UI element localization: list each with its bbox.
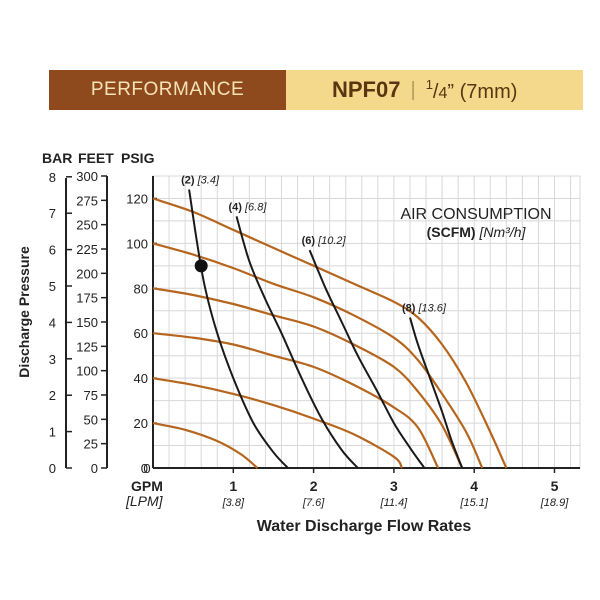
gpm-unit-label: GPM	[131, 478, 163, 494]
air-curve-metric: [6.8]	[244, 201, 267, 213]
size-inch-mark: ”	[447, 80, 455, 103]
feet-tick-label: 25	[84, 437, 98, 452]
banner-separator: |	[410, 78, 416, 101]
psig-tick-label: 40	[134, 371, 148, 386]
bar-tick-label: 3	[49, 352, 56, 367]
air-curve-scfm: (2)	[181, 174, 198, 186]
size-denominator: 4	[438, 84, 448, 102]
y-axis-title: Discharge Pressure	[16, 246, 32, 378]
highlight-point	[194, 259, 208, 273]
chart-labels: 0204060801001200255075100125150175200225…	[16, 150, 569, 535]
pressure-curve-100	[152, 242, 484, 469]
psig-tick-label: 80	[134, 281, 148, 296]
gpm-tick-label: 3	[390, 478, 398, 494]
feet-tick-label: 225	[76, 242, 98, 257]
gpm-tick-label: 2	[310, 478, 318, 494]
air-curve-8	[409, 317, 464, 469]
psig-tick-label: 60	[134, 326, 148, 341]
bar-tick-label: 2	[49, 388, 56, 403]
curves	[152, 189, 508, 469]
air-curve-scfm: (8)	[402, 303, 419, 315]
psig-tick-label: 100	[126, 236, 148, 251]
pressure-curve-60	[152, 332, 440, 469]
axes	[65, 175, 580, 473]
gpm-tick-label: 4	[470, 478, 478, 494]
air-curve-metric: [13.6]	[417, 303, 446, 315]
feet-tick-label: 0	[91, 461, 98, 476]
air-consumption-title: AIR CONSUMPTION	[400, 206, 551, 223]
size-numerator: 1	[425, 76, 433, 92]
feet-tick-label: 125	[76, 339, 98, 354]
bar-tick-label: 1	[49, 425, 56, 440]
pressure-curve-80	[152, 287, 464, 469]
air-curve-scfm: (4)	[229, 201, 246, 213]
x-zero-label: 0	[143, 461, 150, 476]
air-unit-metric: [Nm³/h]	[479, 224, 527, 240]
feet-tick-label: 100	[76, 364, 98, 379]
air-curve-label: (4) [6.8]	[229, 201, 268, 213]
feet-tick-label: 250	[76, 218, 98, 233]
feet-tick-label: 175	[76, 291, 98, 306]
size-metric: (7mm)	[459, 80, 518, 103]
psig-unit-header: PSIG	[121, 150, 155, 166]
model-banner: NPF07 | 1/4” (7mm)	[286, 70, 583, 110]
x-axis-title: Water Discharge Flow Rates	[257, 518, 472, 535]
feet-tick-label: 50	[84, 412, 98, 427]
lpm-tick-label: [3.8]	[222, 497, 245, 509]
bar-tick-label: 4	[49, 315, 56, 330]
size-slash: /	[432, 80, 439, 103]
lpm-tick-label: [7.6]	[302, 497, 325, 509]
feet-tick-label: 150	[76, 315, 98, 330]
air-curve-metric: [10.2]	[317, 235, 346, 247]
air-curve-metric: [3.4]	[197, 174, 220, 186]
air-curve-6	[308, 249, 426, 469]
bar-tick-label: 5	[49, 279, 56, 294]
chart-header: PERFORMANCE NPF07 | 1/4” (7mm)	[49, 70, 583, 110]
bar-unit-header: BAR	[42, 150, 72, 166]
psig-tick-label: 20	[134, 416, 148, 431]
feet-tick-label: 75	[84, 388, 98, 403]
grid	[152, 175, 581, 469]
air-curve-label: (2) [3.4]	[181, 174, 220, 186]
air-curve-scfm: (6)	[302, 235, 319, 247]
lpm-tick-label: [18.9]	[540, 497, 569, 509]
air-curve-2	[188, 189, 289, 469]
section-label: PERFORMANCE	[49, 70, 286, 110]
bar-tick-label: 6	[49, 243, 56, 258]
feet-tick-label: 200	[76, 266, 98, 281]
port-size: 1/4” (7mm)	[426, 77, 518, 104]
air-unit-scfm: (SCFM)	[427, 224, 480, 240]
bar-tick-label: 7	[49, 206, 56, 221]
air-curve-label: (8) [13.6]	[402, 303, 447, 315]
air-curve-label: (6) [10.2]	[302, 235, 347, 247]
pressure-curve-40	[152, 377, 403, 469]
pressure-curve-20	[152, 422, 259, 469]
lpm-tick-label: [11.4]	[380, 497, 409, 509]
feet-tick-label: 275	[76, 193, 98, 208]
air-curve-4	[235, 216, 359, 469]
lpm-unit-label: [LPM]	[125, 493, 164, 509]
psig-tick-label: 120	[126, 191, 148, 206]
pressure-curve-120	[152, 197, 508, 469]
air-consumption-units: (SCFM) [Nm³/h]	[427, 224, 527, 240]
psig-tick-label: 0	[141, 461, 148, 476]
bar-tick-label: 8	[49, 170, 56, 185]
bar-tick-label: 0	[49, 461, 56, 476]
feet-unit-header: FEET	[78, 150, 114, 166]
model-name: NPF07	[332, 77, 401, 102]
gpm-tick-label: 5	[551, 478, 559, 494]
lpm-tick-label: [15.1]	[459, 497, 488, 509]
feet-tick-label: 300	[76, 169, 98, 184]
gpm-tick-label: 1	[229, 478, 237, 494]
